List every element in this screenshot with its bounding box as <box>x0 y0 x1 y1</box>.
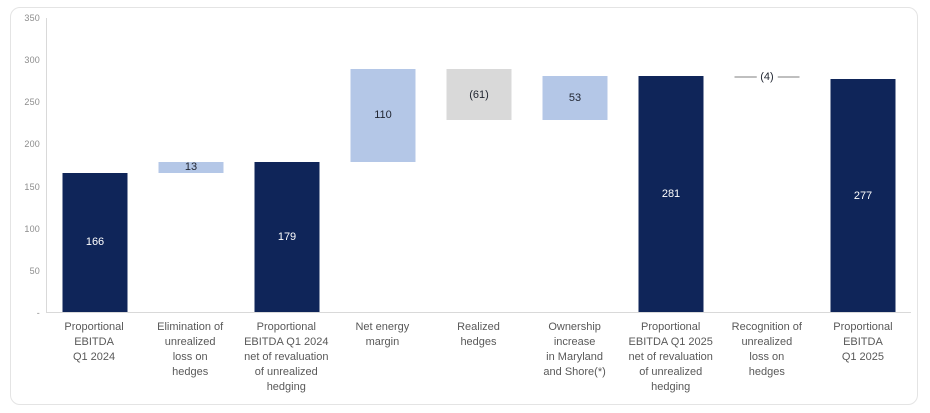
category-column-2: 13 <box>143 18 239 312</box>
category-column-8: (4) <box>719 18 815 312</box>
bar-value-label: 13 <box>184 161 198 174</box>
bar-value-label: 179 <box>277 230 297 243</box>
y-axis-tick-label: 150 <box>24 181 40 192</box>
x-axis-category-label-3: Proportional EBITDA Q1 2024 net of reval… <box>244 321 329 393</box>
x-axis-category-label-8: Recognition of unrealized loss on hedges <box>731 321 802 378</box>
x-axis-category-label-7: Proportional EBITDA Q1 2025 net of reval… <box>628 321 713 393</box>
waterfall-chart-figure: 350 300 250 200 150 100 50 - 166 13 179 110 (61) 53 2… <box>10 7 918 405</box>
waterfall-bar: 179 <box>254 161 320 312</box>
bar-value-label: (61) <box>469 88 489 101</box>
x-axis-category-label-5: Realized hedges <box>457 321 500 348</box>
bar-value-label: 277 <box>853 189 873 202</box>
bar-value-label: 53 <box>568 92 582 105</box>
category-column-5: (61) <box>431 18 527 312</box>
waterfall-bar: 13 <box>158 161 224 174</box>
x-axis-category-label-6: Ownership increase in Maryland and Shore… <box>543 321 606 378</box>
waterfall-bar: (61) <box>446 69 512 121</box>
category-column-9: 277 <box>815 18 911 312</box>
category-column-3: 179 <box>239 18 335 312</box>
bar-value-label: 110 <box>374 109 392 122</box>
waterfall-bar: 110 <box>350 69 416 162</box>
y-axis: 350 300 250 200 150 100 50 - <box>11 13 42 318</box>
bar-value-label: (4) <box>756 70 778 83</box>
connector-bar: (4) <box>734 70 800 83</box>
x-axis-category-label-1: Proportional EBITDA Q1 2024 <box>64 321 124 363</box>
y-axis-tick-label: 350 <box>24 13 40 23</box>
y-axis-tick-label: 300 <box>24 55 40 66</box>
bar-value-label: 281 <box>661 187 681 200</box>
waterfall-bar: 166 <box>62 172 128 312</box>
waterfall-bar: 281 <box>638 75 704 312</box>
category-column-4: 110 <box>335 18 431 312</box>
bar-value-label: 166 <box>85 236 105 249</box>
x-axis-category-label-4: Net energy margin <box>355 321 410 348</box>
y-axis-tick-label: - <box>36 308 40 318</box>
y-axis-tick-label: 200 <box>24 139 40 150</box>
x-axis-labels: Proportional EBITDA Q1 2024 Elimination o… <box>46 320 911 395</box>
waterfall-bar: 277 <box>830 79 896 312</box>
plot-area: 166 13 179 110 (61) 53 281 (4) 277 <box>46 18 911 313</box>
y-axis-tick-label: 100 <box>24 223 40 234</box>
category-column-6: 53 <box>527 18 623 312</box>
category-column-7: 281 <box>623 18 719 312</box>
waterfall-bar: 53 <box>542 75 608 121</box>
x-axis-category-label-9: Proportional EBITDA Q1 2025 <box>833 321 893 363</box>
y-axis-tick-label: 250 <box>24 97 40 108</box>
category-column-1: 166 <box>47 18 143 312</box>
y-axis-tick-label: 50 <box>29 265 40 276</box>
x-axis-category-label-2: Elimination of unrealized loss on hedges <box>157 321 224 378</box>
